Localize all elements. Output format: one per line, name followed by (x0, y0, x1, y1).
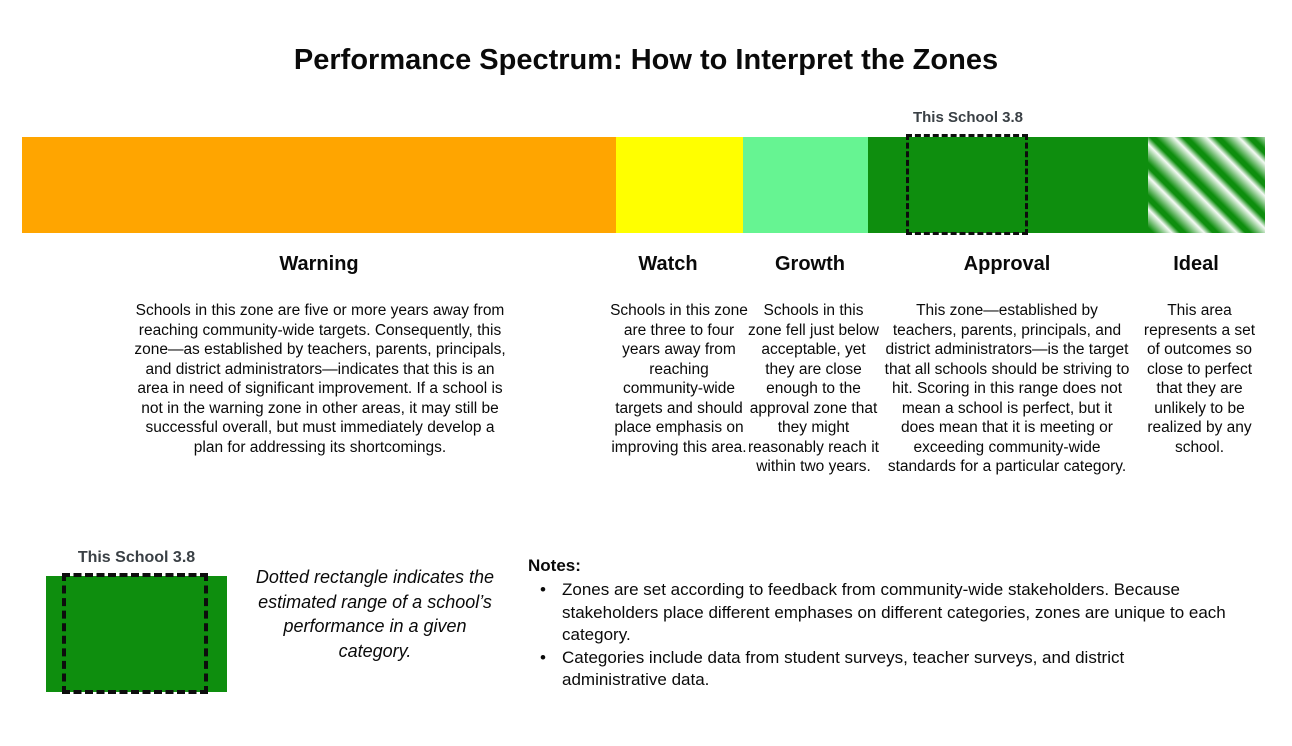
page-title: Performance Spectrum: How to Interpret t… (293, 44, 999, 76)
legend-dotted-rectangle (62, 573, 208, 694)
legend-school-score-label: This School 3.8 (77, 549, 196, 566)
zone-segment-growth (743, 137, 868, 233)
zone-description-watch: Schools in this zone are three to four y… (610, 302, 748, 456)
notes-item: Categories include data from student sur… (540, 647, 1228, 692)
zone-segment-ideal (1148, 137, 1265, 233)
zone-segment-watch (616, 137, 743, 233)
zone-label-growth: Growth (775, 253, 845, 275)
school-score-label: This School 3.8 (912, 109, 1024, 126)
zone-label-watch: Watch (638, 253, 698, 275)
school-score-range-box (906, 134, 1028, 235)
zone-segment-warning (22, 137, 616, 233)
legend-green-swatch (46, 576, 227, 692)
zone-label-approval: Approval (963, 253, 1051, 275)
legend-caption: Dotted rectangle indicates the estimated… (255, 567, 495, 661)
spectrum-bar (22, 137, 1265, 233)
zone-label-warning: Warning (279, 253, 359, 275)
zone-description-growth: Schools in this zone fell just below acc… (748, 302, 879, 475)
notes-list: Zones are set according to feedback from… (528, 579, 1228, 692)
zone-description-warning: Schools in this zone are five or more ye… (134, 302, 506, 456)
notes-heading: Notes: (528, 556, 581, 575)
zone-segment-approval (868, 137, 1148, 233)
notes-section: Notes: Zones are set according to feedba… (528, 556, 1228, 692)
zone-label-ideal: Ideal (1173, 253, 1219, 275)
zone-description-approval: This zone—established by teachers, paren… (884, 302, 1130, 475)
notes-item: Zones are set according to feedback from… (540, 579, 1228, 647)
zone-description-ideal: This area represents a set of outcomes s… (1143, 302, 1256, 456)
